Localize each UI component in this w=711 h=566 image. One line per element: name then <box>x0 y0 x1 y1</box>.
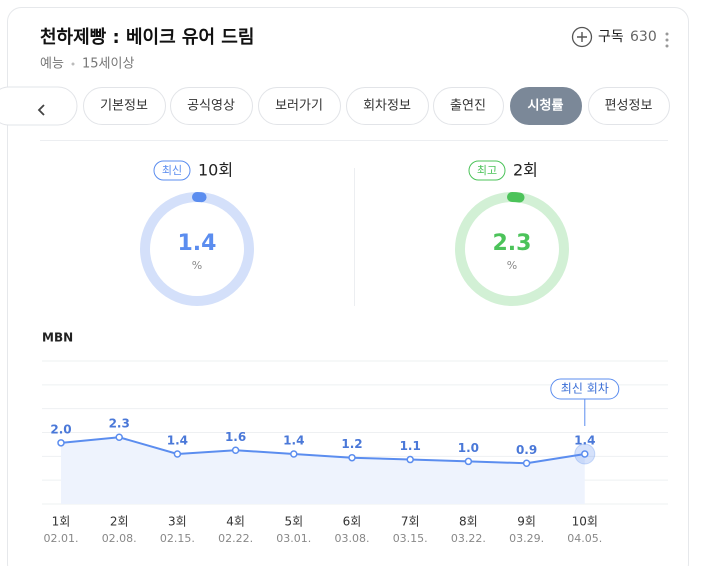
x-tick-label: 3회 <box>168 515 187 529</box>
ring-value-label: 2.3 <box>493 231 532 256</box>
tab-pill <box>433 87 504 125</box>
value-label: 2.3 <box>109 417 130 431</box>
x-tick-label: 1회 <box>52 515 71 529</box>
point <box>173 450 182 458</box>
separator <box>71 62 75 66</box>
x-tick-label: 9회 <box>517 515 536 529</box>
value-label: 1.2 <box>341 437 362 451</box>
tab-label: 편성정보 <box>605 99 653 114</box>
tab-pill <box>170 87 253 125</box>
ring-value-label: 1.4 <box>178 231 217 256</box>
more-button[interactable] <box>665 32 669 48</box>
rating: 15세이상 <box>82 57 134 72</box>
x-tick-date: 03.01. <box>276 532 311 545</box>
tab-label: 회차정보 <box>363 99 411 114</box>
value-label: 0.9 <box>516 443 537 457</box>
badge <box>153 160 191 181</box>
badge-label: 최고 <box>477 164 497 177</box>
tab[interactable]: 편성정보 <box>588 87 670 125</box>
x-tick-label: 2회 <box>110 515 129 529</box>
value-label: 2.0 <box>50 422 71 436</box>
tab[interactable]: 시청률 <box>510 87 582 125</box>
point <box>57 439 65 447</box>
x-tick-date: 02.08. <box>102 532 137 545</box>
tab-label: 공식영상 <box>187 99 235 114</box>
line <box>60 436 585 465</box>
point <box>348 453 356 462</box>
value-label: 1.4 <box>574 433 595 447</box>
x-tick-label: 5회 <box>284 515 303 529</box>
x-tick-date: 02.01. <box>44 532 79 545</box>
title: 천하제빵 : 베이크 유어 드림 <box>40 27 254 48</box>
x-tick-date: 03.22. <box>451 532 486 545</box>
tab[interactable]: 공식영상 <box>170 87 253 125</box>
tab-prev[interactable] <box>0 86 78 126</box>
subscribe-label: 구독 <box>598 29 624 45</box>
tab[interactable]: 출연진 <box>433 87 504 125</box>
tab-label: 기본정보 <box>100 99 148 114</box>
x-tick-date: 04.05. <box>567 532 602 545</box>
annotation-pill <box>550 378 620 400</box>
point <box>115 433 123 441</box>
x-tick-label: 7회 <box>401 515 420 529</box>
subscribe-button[interactable]: 구독 630 <box>571 26 657 48</box>
subscribe-count: 630 <box>630 29 657 45</box>
value-label: 1.0 <box>458 441 479 455</box>
x-tick-date: 02.22. <box>218 532 253 545</box>
card <box>7 7 689 566</box>
point <box>522 459 531 468</box>
point <box>406 455 414 464</box>
point <box>581 450 589 458</box>
badge-label: 최신 <box>162 164 182 177</box>
x-tick-date: 03.15. <box>393 532 428 545</box>
tab-pill <box>510 87 582 125</box>
value-label: 1.4 <box>283 433 304 447</box>
tab-pill <box>588 87 670 125</box>
value-label: 1.6 <box>225 430 246 444</box>
tab-pill <box>83 87 166 125</box>
tab-label: 시청률 <box>528 98 564 114</box>
tab-pill <box>346 87 429 125</box>
tab[interactable]: 보러가기 <box>258 87 341 125</box>
point <box>231 446 240 455</box>
ring-unit: % <box>507 259 517 272</box>
tab-pill <box>258 87 341 125</box>
x-tick-date: 03.29. <box>509 532 544 545</box>
value-label: 1.4 <box>167 433 188 447</box>
genre: 예능 <box>40 57 64 72</box>
tab[interactable]: 기본정보 <box>83 87 166 125</box>
point <box>464 457 473 466</box>
x-tick-label: 10회 <box>572 515 598 529</box>
x-tick-date: 03.08. <box>335 532 370 545</box>
value-label: 1.1 <box>400 439 421 453</box>
episode: 2회 <box>513 161 538 180</box>
x-tick-date: 02.15. <box>160 532 195 545</box>
x-tick-label: 6회 <box>343 515 362 529</box>
tab-label: 보러가기 <box>275 99 323 114</box>
tab-label: 출연진 <box>450 99 486 114</box>
x-tick-label: 8회 <box>459 515 478 529</box>
ring-value <box>507 192 525 203</box>
x-tick-label: 4회 <box>226 515 245 529</box>
episode: 10회 <box>198 161 233 180</box>
plus-icon <box>577 32 587 42</box>
badge <box>468 160 506 181</box>
point <box>290 450 298 458</box>
tab[interactable]: 회차정보 <box>346 87 429 125</box>
chart-title: MBN <box>42 331 73 345</box>
ring-unit: % <box>192 259 202 272</box>
annotation: 최신 회차 <box>561 382 609 396</box>
